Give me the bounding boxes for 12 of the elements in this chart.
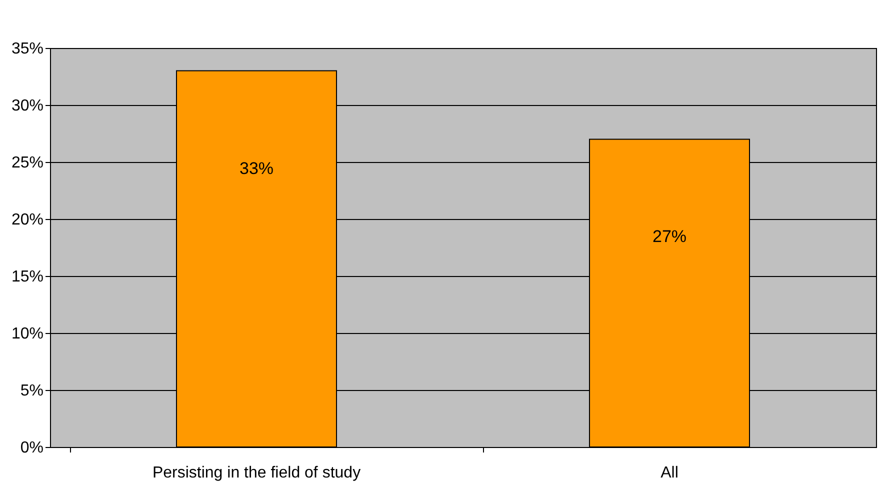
- y-tick-label: 25%: [11, 154, 44, 172]
- y-tick-label: 15%: [11, 268, 44, 286]
- y-tick-label: 0%: [20, 440, 44, 456]
- x-tick-label: Persisting in the field of study: [152, 464, 361, 482]
- y-tick-label: 5%: [20, 382, 44, 400]
- x-tick-label: All: [660, 464, 678, 482]
- y-tick-label: 35%: [11, 40, 44, 58]
- data-label: 33%: [239, 158, 274, 178]
- y-tick-label: 10%: [11, 326, 44, 342]
- y-tick-label: 30%: [11, 98, 44, 114]
- y-tick-label: 20%: [11, 212, 44, 228]
- data-label: 27%: [652, 227, 687, 246]
